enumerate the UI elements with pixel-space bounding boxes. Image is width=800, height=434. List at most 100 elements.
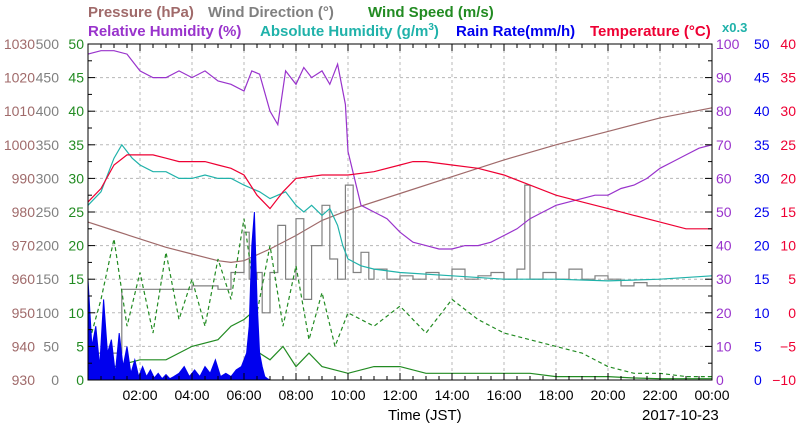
y-tick-label-wind-speed: 45 [68, 70, 84, 86]
y-tick-label-pressure: 1030 [4, 36, 35, 52]
legend-wind-speed: Wind Speed (m/s) [368, 4, 494, 21]
y-tick-label-temperature: −5 [780, 338, 796, 354]
x-tick-label: 14:00 [434, 387, 469, 403]
y-tick-label-relative-humidity: 40 [716, 238, 732, 254]
y-tick-label-pressure: 1020 [4, 70, 35, 86]
y-tick-label-wind-speed: 40 [68, 103, 84, 119]
legend-absolute-humidity: Absolute Humidity (g/m3) [260, 22, 439, 40]
date-label: 2017-10-23 [642, 407, 719, 424]
grid [88, 44, 712, 380]
y-tick-label-temperature: 10 [780, 238, 796, 254]
y-tick-label-pressure: 1010 [4, 103, 35, 119]
y-tick-label-wind-direction: 150 [36, 271, 60, 287]
y-tick-label-wind-speed: 0 [76, 372, 84, 388]
y-tick-label-pressure: 970 [12, 238, 36, 254]
y-tick-label-temperature: 15 [780, 204, 796, 220]
y-tick-label-relative-humidity: 30 [716, 271, 732, 287]
y-tick-label-pressure: 990 [12, 170, 36, 186]
y-tick-label-relative-humidity: 0 [716, 372, 724, 388]
y-tick-label-temperature: 5 [788, 271, 796, 287]
y-tick-label-relative-humidity: 90 [716, 70, 732, 86]
y-tick-label-wind-speed: 10 [68, 305, 84, 321]
legend-x03: x0.3 [722, 20, 747, 35]
y-tick-label-wind-speed: 5 [76, 338, 84, 354]
x-tick-label: 10:00 [330, 387, 365, 403]
x-tick-label: 00:00 [694, 387, 729, 403]
series-temperature-c [87, 154, 712, 230]
legend-temperature: Temperature (°C) [590, 23, 711, 40]
y-tick-label-rain-rate: 5 [754, 338, 762, 354]
y-tick-label-rain-rate: 40 [754, 103, 770, 119]
y-tick-label-wind-direction: 350 [36, 137, 60, 153]
series-layer [87, 50, 713, 381]
y-tick-label-rain-rate: 35 [754, 137, 770, 153]
x-tick-label: 18:00 [538, 387, 573, 403]
legend-wind-direction: Wind Direction (°) [208, 4, 334, 21]
series-rain-rate-mm-h [87, 211, 712, 381]
y-tick-label-wind-speed: 25 [68, 204, 84, 220]
x-tick-label: 04:00 [174, 387, 209, 403]
y-tick-label-relative-humidity: 10 [716, 338, 732, 354]
y-tick-label-rain-rate: 30 [754, 170, 770, 186]
y-tick-label-pressure: 1000 [4, 137, 35, 153]
x-tick-label: 22:00 [642, 387, 677, 403]
x-tick-label: 08:00 [278, 387, 313, 403]
legend-absolute-humidity-close: ) [434, 23, 439, 40]
legend-absolute-humidity-main: Absolute Humidity (g/m [260, 23, 428, 40]
y-tick-label-pressure: 940 [12, 338, 36, 354]
x-tick-label: 20:00 [590, 387, 625, 403]
y-tick-label-rain-rate: 10 [754, 305, 770, 321]
x-tick-label: 06:00 [226, 387, 261, 403]
legend-rain-rate: Rain Rate(mm/h) [456, 23, 575, 40]
y-tick-label-relative-humidity: 60 [716, 170, 732, 186]
y-tick-label-wind-speed: 15 [68, 271, 84, 287]
y-tick-label-pressure: 980 [12, 204, 36, 220]
legend-relative-humidity: Relative Humidity (%) [88, 23, 241, 40]
y-tick-label-temperature: 35 [780, 70, 796, 86]
legend-absolute-humidity-sup: 3 [428, 22, 434, 33]
y-tick-label-relative-humidity: 80 [716, 103, 732, 119]
y-tick-label-temperature: 20 [780, 170, 796, 186]
y-tick-label-wind-direction: 450 [36, 70, 60, 86]
y-tick-label-temperature: 25 [780, 137, 796, 153]
y-tick-label-pressure: 930 [12, 372, 36, 388]
y-tick-label-wind-speed: 35 [68, 137, 84, 153]
series-wind-direction [88, 184, 712, 354]
y-tick-label-temperature: 0 [788, 305, 796, 321]
y-tick-label-wind-direction: 500 [36, 36, 60, 52]
y-tick-label-relative-humidity: 70 [716, 137, 732, 153]
x-tick-label: 02:00 [122, 387, 157, 403]
series-wind-speed-m-s [87, 311, 712, 380]
y-tick-label-rain-rate: 0 [754, 372, 762, 388]
legend-pressure: Pressure (hPa) [88, 4, 194, 21]
y-tick-label-wind-direction: 250 [36, 204, 60, 220]
y-tick-label-wind-direction: 100 [36, 305, 60, 321]
y-tick-label-temperature: 30 [780, 103, 796, 119]
y-tick-label-wind-speed: 50 [68, 36, 84, 52]
y-tick-label-rain-rate: 50 [754, 36, 770, 52]
axes-layer: 02:00 04:00 06:00 08:00 10:00 12:00 14:00 16:00… [4, 36, 796, 403]
y-tick-label-temperature: −10 [772, 372, 796, 388]
y-tick-label-pressure: 950 [12, 305, 36, 321]
y-tick-label-relative-humidity: 50 [716, 204, 732, 220]
y-tick-label-wind-direction: 50 [43, 338, 59, 354]
y-tick-label-relative-humidity: 20 [716, 305, 732, 321]
y-tick-label-wind-speed: 30 [68, 170, 84, 186]
y-tick-label-wind-direction: 300 [36, 170, 60, 186]
y-tick-label-pressure: 960 [12, 271, 36, 287]
x-axis-label: Time (JST) [388, 407, 462, 424]
y-tick-label-rain-rate: 15 [754, 271, 770, 287]
y-tick-label-relative-humidity: 100 [716, 36, 740, 52]
x-tick-label: 12:00 [382, 387, 417, 403]
series-relative-humidity [87, 50, 713, 250]
y-tick-label-wind-speed: 20 [68, 238, 84, 254]
y-tick-label-rain-rate: 20 [754, 238, 770, 254]
y-tick-label-wind-direction: 400 [36, 103, 60, 119]
y-tick-label-wind-direction: 200 [36, 238, 60, 254]
y-tick-label-rain-rate: 45 [754, 70, 770, 86]
x-tick-label: 16:00 [486, 387, 521, 403]
y-tick-label-temperature: 40 [780, 36, 796, 52]
y-tick-label-wind-direction: 0 [51, 372, 59, 388]
y-tick-label-rain-rate: 25 [754, 204, 770, 220]
